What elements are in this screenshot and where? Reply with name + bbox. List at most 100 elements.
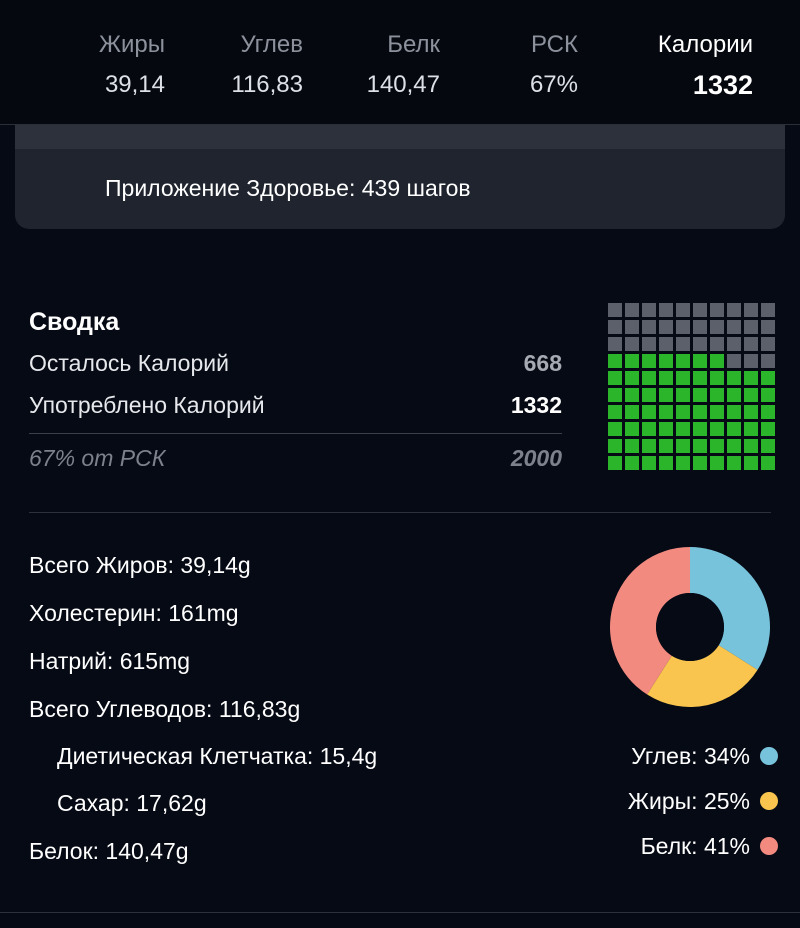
waffle-cell bbox=[693, 320, 707, 334]
waffle-cell bbox=[659, 320, 673, 334]
waffle-cell bbox=[676, 303, 690, 317]
waffle-cell bbox=[710, 320, 724, 334]
waffle-cell bbox=[727, 371, 741, 385]
macro-value: 140,47 bbox=[366, 71, 440, 98]
legend-item-protein: Белк: 41% bbox=[641, 831, 778, 861]
waffle-cell bbox=[761, 303, 775, 317]
waffle-cell bbox=[693, 337, 707, 351]
waffle-cell bbox=[761, 456, 775, 470]
waffle-cell bbox=[642, 320, 656, 334]
waffle-cell bbox=[710, 371, 724, 385]
macro-donut-chart bbox=[610, 547, 770, 707]
consumed-calories-value: 1332 bbox=[510, 392, 562, 418]
calorie-waffle-grid bbox=[608, 303, 775, 470]
waffle-cell bbox=[625, 320, 639, 334]
waffle-cell bbox=[608, 337, 622, 351]
nutrient-total-carbs: Всего Углеводов: 116,83g bbox=[29, 696, 301, 722]
macro-rsk: РСК 67% bbox=[530, 30, 578, 100]
macro-value: 39,14 bbox=[104, 71, 165, 98]
remaining-calories-value: 668 bbox=[523, 350, 562, 376]
legend-label: Белк: 41% bbox=[640, 832, 750, 859]
waffle-cell bbox=[693, 422, 707, 436]
waffle-cell bbox=[710, 456, 724, 470]
waffle-cell bbox=[608, 405, 622, 419]
waffle-cell bbox=[727, 337, 741, 351]
waffle-cell bbox=[727, 320, 741, 334]
waffle-cell bbox=[642, 371, 656, 385]
legend-dot bbox=[760, 747, 778, 765]
remaining-calories-label: Осталось Калорий bbox=[29, 350, 229, 376]
macro-protein: Белк 140,47 bbox=[367, 30, 440, 100]
waffle-cell bbox=[642, 354, 656, 368]
waffle-cell bbox=[744, 337, 758, 351]
waffle-cell bbox=[642, 422, 656, 436]
nutrient-total-fat: Всего Жиров: 39,14g bbox=[29, 552, 251, 578]
waffle-cell bbox=[659, 422, 673, 436]
waffle-cell bbox=[625, 456, 639, 470]
donut-slice-carbs bbox=[690, 547, 770, 670]
waffle-cell bbox=[744, 320, 758, 334]
health-card-band bbox=[15, 125, 785, 149]
legend-item-carbs: Углев: 34% bbox=[631, 741, 778, 771]
waffle-cell bbox=[608, 388, 622, 402]
waffle-cell bbox=[744, 456, 758, 470]
waffle-cell bbox=[710, 337, 724, 351]
waffle-cell bbox=[676, 405, 690, 419]
waffle-cell bbox=[608, 303, 622, 317]
waffle-cell bbox=[608, 320, 622, 334]
waffle-cell bbox=[744, 303, 758, 317]
waffle-cell bbox=[642, 405, 656, 419]
legend-label: Жиры: 25% bbox=[627, 787, 750, 814]
health-app-card[interactable]: Приложение Здоровье: 439 шагов bbox=[15, 125, 785, 229]
waffle-cell bbox=[659, 405, 673, 419]
waffle-cell bbox=[727, 388, 741, 402]
consumed-calories-row: Употреблено Калорий 1332 bbox=[29, 392, 562, 426]
waffle-cell bbox=[727, 439, 741, 453]
waffle-cell bbox=[642, 303, 656, 317]
waffle-cell bbox=[744, 354, 758, 368]
waffle-cell bbox=[761, 371, 775, 385]
waffle-cell bbox=[625, 439, 639, 453]
waffle-cell bbox=[676, 354, 690, 368]
waffle-cell bbox=[676, 388, 690, 402]
macro-label: Калории bbox=[657, 31, 753, 58]
summary-title: Сводка bbox=[29, 308, 120, 336]
macro-label: Жиры bbox=[98, 31, 165, 58]
waffle-cell bbox=[659, 303, 673, 317]
waffle-cell bbox=[693, 439, 707, 453]
rsk-row: 67% от РСК 2000 bbox=[29, 445, 562, 479]
waffle-cell bbox=[693, 371, 707, 385]
bottom-divider bbox=[0, 912, 800, 913]
nutrient-protein: Белок: 140,47g bbox=[29, 838, 189, 864]
waffle-cell bbox=[693, 456, 707, 470]
waffle-cell bbox=[693, 354, 707, 368]
waffle-cell bbox=[676, 371, 690, 385]
macro-calories: Калории 1332 bbox=[658, 30, 753, 100]
rsk-label: 67% от РСК bbox=[29, 445, 166, 471]
rsk-value: 2000 bbox=[510, 445, 562, 471]
waffle-cell bbox=[608, 456, 622, 470]
waffle-cell bbox=[727, 405, 741, 419]
waffle-cell bbox=[659, 371, 673, 385]
waffle-cell bbox=[710, 405, 724, 419]
legend-dot bbox=[760, 792, 778, 810]
waffle-cell bbox=[710, 354, 724, 368]
waffle-cell bbox=[676, 422, 690, 436]
legend-item-fat: Жиры: 25% bbox=[628, 786, 778, 816]
waffle-cell bbox=[659, 439, 673, 453]
waffle-cell bbox=[676, 439, 690, 453]
waffle-cell bbox=[642, 337, 656, 351]
consumed-calories-label: Употреблено Калорий bbox=[29, 392, 265, 418]
waffle-cell bbox=[761, 422, 775, 436]
waffle-cell bbox=[744, 422, 758, 436]
waffle-cell bbox=[642, 456, 656, 470]
nutrient-fiber: Диетическая Клетчатка: 15,4g bbox=[57, 743, 378, 769]
waffle-cell bbox=[676, 337, 690, 351]
remaining-calories-row: Осталось Калорий 668 bbox=[29, 350, 562, 384]
legend-label: Углев: 34% bbox=[631, 742, 750, 769]
macro-header: Жиры 39,14 Углев 116,83 Белк 140,47 РСК … bbox=[0, 0, 800, 125]
waffle-cell bbox=[744, 388, 758, 402]
nutrient-sodium: Натрий: 615mg bbox=[29, 648, 191, 674]
waffle-cell bbox=[608, 371, 622, 385]
